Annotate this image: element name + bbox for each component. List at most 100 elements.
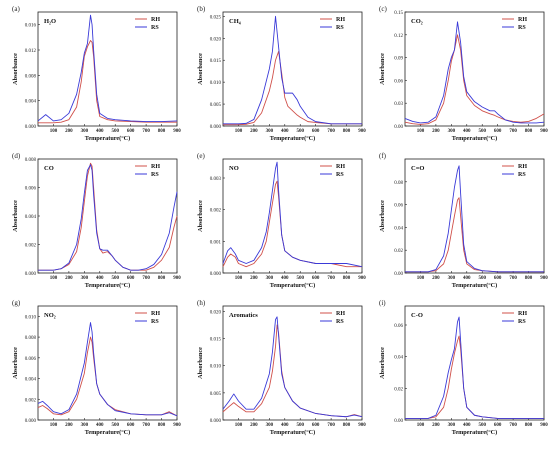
x-tick-label: 700 — [509, 129, 517, 134]
x-tick-label: 600 — [312, 129, 320, 134]
x-tick-label: 600 — [312, 423, 320, 428]
x-tick-label: 900 — [173, 423, 181, 428]
y-tick-label: 0.04 — [394, 226, 403, 231]
x-tick-label: 500 — [296, 276, 304, 281]
panel-title: NO₂ — [44, 312, 56, 319]
x-tick-label: 500 — [478, 129, 486, 134]
panel-title: NO — [229, 165, 239, 172]
y-tick-label: 0.005 — [210, 103, 222, 108]
x-tick-label: 200 — [250, 129, 258, 134]
y-tick-label: 0.15 — [394, 11, 403, 16]
x-tick-label: 100 — [50, 129, 58, 134]
x-tick-label: 900 — [358, 423, 366, 428]
y-tick-label: 0.020 — [210, 310, 222, 315]
chart-panel: (d) 0.000 0.002 0.004 0.006 0.008 100 200 300 400… — [12, 152, 181, 289]
x-tick-label: 100 — [417, 276, 425, 281]
y-tick-label: 0.004 — [25, 215, 37, 220]
y-tick-label: 0.002 — [25, 244, 37, 249]
x-tick-label: 100 — [417, 129, 425, 134]
panel-label: (h) — [197, 299, 206, 307]
chart-panel: (a) 0.000 0.004 0.008 0.012 0.016 100 200 300 400… — [12, 5, 181, 142]
x-tick-label: 300 — [266, 129, 274, 134]
panel-title: CO₂ — [411, 18, 423, 25]
x-tick-label: 300 — [81, 423, 89, 428]
plot-frame — [404, 158, 545, 274]
y-axis-label: Absorbance — [379, 200, 386, 232]
panel-label: (g) — [12, 299, 21, 307]
y-tick-label: 0.001 — [210, 240, 222, 245]
x-tick-label: 100 — [235, 276, 243, 281]
y-tick-label: 0.06 — [394, 204, 403, 209]
x-tick-label: 700 — [142, 423, 150, 428]
panel-label: (e) — [197, 152, 205, 160]
x-tick-label: 900 — [540, 129, 548, 134]
series-line — [222, 316, 363, 418]
series-line — [222, 161, 363, 268]
y-tick-label: 0.020 — [210, 37, 222, 42]
x-tick-label: 100 — [417, 423, 425, 428]
x-tick-label: 800 — [525, 423, 533, 428]
panel-label: (a) — [12, 5, 20, 13]
y-tick-label: 0.010 — [210, 365, 222, 370]
y-axis-label: Absorbance — [379, 53, 386, 85]
legend-label: RS — [518, 25, 526, 31]
y-tick-label: 0.010 — [25, 315, 37, 320]
y-tick-label: 0.015 — [210, 338, 222, 343]
y-tick-label: 0.010 — [210, 81, 222, 86]
x-tick-label: 900 — [358, 129, 366, 134]
x-tick-label: 500 — [111, 423, 119, 428]
plot-frame — [404, 11, 545, 127]
y-axis-label: Absorbance — [12, 53, 19, 85]
y-axis-label: Absorbance — [12, 347, 19, 379]
chart-panel: (f) 0.00 0.02 0.04 0.06 0.08 100 200 300 400 500 60… — [379, 152, 548, 289]
y-axis-label: Absorbance — [197, 200, 204, 232]
x-axis-label: Temperature(°C) — [452, 282, 497, 289]
y-tick-label: 0.00 — [394, 272, 403, 277]
series-line — [405, 197, 544, 273]
y-tick-label: 0.003 — [210, 177, 222, 182]
series-line — [37, 322, 178, 417]
legend-label: RS — [151, 172, 159, 178]
x-tick-label: 700 — [142, 276, 150, 281]
x-tick-label: 200 — [432, 423, 440, 428]
chart-panel: (b) 0.000 0.005 0.010 0.015 0.020 0.025 100 200 3… — [197, 5, 366, 142]
y-tick-label: 0.012 — [25, 49, 37, 54]
x-tick-label: 800 — [158, 423, 166, 428]
x-tick-label: 700 — [327, 276, 335, 281]
chart-panel: (i) 0.00 0.02 0.04 0.06 100 200 300 400 500 600 700… — [379, 299, 548, 436]
x-tick-label: 600 — [312, 276, 320, 281]
x-tick-label: 900 — [540, 423, 548, 428]
x-tick-label: 800 — [525, 129, 533, 134]
x-tick-label: 300 — [266, 276, 274, 281]
x-tick-label: 500 — [296, 423, 304, 428]
y-tick-label: 0.004 — [25, 378, 37, 383]
x-tick-label: 400 — [463, 129, 471, 134]
legend-label: RH — [518, 17, 527, 23]
legend-label: RS — [151, 319, 159, 325]
chart-panel: (c) 0.00 0.03 0.06 0.09 0.12 0.15 100 200 300 400 5… — [379, 5, 548, 142]
x-tick-label: 200 — [65, 129, 73, 134]
y-tick-label: 0.000 — [25, 272, 37, 277]
x-tick-label: 100 — [50, 423, 58, 428]
plot-frame — [222, 11, 363, 127]
x-tick-label: 800 — [343, 423, 351, 428]
x-tick-label: 400 — [96, 129, 104, 134]
x-tick-label: 800 — [158, 276, 166, 281]
legend-label: RH — [336, 164, 345, 170]
x-tick-label: 400 — [281, 276, 289, 281]
y-tick-label: 0.008 — [25, 336, 37, 341]
legend-label: RH — [151, 311, 160, 317]
x-axis-label: Temperature(°C) — [270, 135, 315, 142]
x-tick-label: 600 — [127, 423, 135, 428]
legend-label: RS — [336, 172, 344, 178]
panel-title: C-O — [411, 312, 423, 319]
x-tick-label: 400 — [463, 276, 471, 281]
legend-label: RH — [518, 164, 527, 170]
x-axis-label: Temperature(°C) — [270, 282, 315, 289]
x-tick-label: 400 — [281, 423, 289, 428]
y-tick-label: 0.005 — [210, 392, 222, 397]
y-tick-label: 0.002 — [210, 209, 222, 214]
legend-label: RS — [336, 319, 344, 325]
